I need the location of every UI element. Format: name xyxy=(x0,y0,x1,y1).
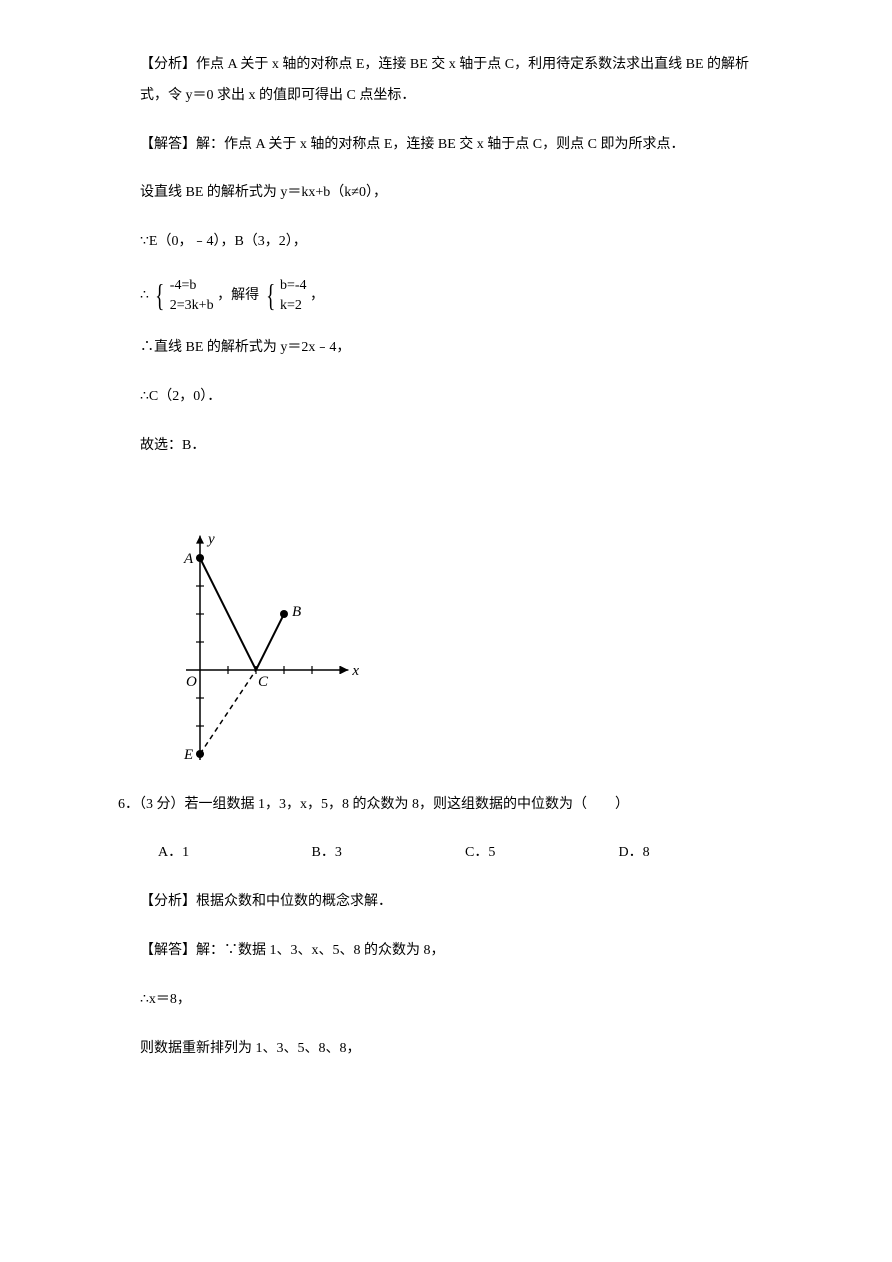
svg-text:A: A xyxy=(183,551,194,567)
q6-text: 若一组数据 1，3，x，5，8 的众数为 8，则这组数据的中位数为（ ） xyxy=(185,797,630,812)
line-eq-setup: 设直线 BE 的解析式为 y＝kx+b（k≠0）， xyxy=(140,178,772,209)
option-b: B．3 xyxy=(312,838,466,869)
svg-text:C: C xyxy=(258,674,269,690)
line-result: ∴直线 BE 的解析式为 y＝2x﹣4， xyxy=(140,333,772,364)
system-of-eq: { -4=b 2=3k+b ，解得 { b=-4 k=2 ， xyxy=(140,276,772,315)
options-row: A．1 B．3 C．5 D．8 xyxy=(158,838,772,869)
option-d: D．8 xyxy=(619,838,773,869)
sol6-sort: 则数据重新排列为 1、3、5、8、8， xyxy=(140,1034,772,1065)
svg-text:y: y xyxy=(206,531,215,547)
analysis-6: 【分析】根据众数和中位数的概念求解． xyxy=(140,887,772,918)
eq2-bot: k=2 xyxy=(280,296,307,316)
points-given: ∵E（0，﹣4），B（3，2）， xyxy=(140,227,772,258)
solution-intro: 【解答】解：作点 A 关于 x 轴的对称点 E，连接 BE 交 x 轴于点 C，… xyxy=(140,130,772,161)
svg-text:O: O xyxy=(186,674,197,690)
question-6: 6．（3 分）若一组数据 1，3，x，5，8 的众数为 8，则这组数据的中位数为… xyxy=(118,790,772,821)
coordinate-diagram: A B C E Ox y xyxy=(160,480,772,760)
svg-text:x: x xyxy=(351,663,359,679)
eq2-top: b=-4 xyxy=(280,276,307,296)
sol6-x: ∴x＝8， xyxy=(140,985,772,1016)
q6-number: 6．（3 分） xyxy=(118,797,185,812)
eq-suffix: ， xyxy=(310,288,324,303)
svg-text:E: E xyxy=(183,747,193,760)
eq-mid-text: ，解得 xyxy=(217,288,259,303)
option-a: A．1 xyxy=(158,838,312,869)
eq1-bot: 2=3k+b xyxy=(170,296,214,316)
point-c: ∴C（2，0）． xyxy=(140,382,772,413)
option-c: C．5 xyxy=(465,838,619,869)
eq1-top: -4=b xyxy=(170,276,214,296)
answer-line: 故选：B． xyxy=(140,431,772,462)
sol6-since: 【解答】解：∵数据 1、3、x、5、8 的众数为 8， xyxy=(140,936,772,967)
analysis-para: 【分析】作点 A 关于 x 轴的对称点 E，连接 BE 交 x 轴于点 C，利用… xyxy=(140,50,772,112)
svg-text:B: B xyxy=(292,604,301,620)
